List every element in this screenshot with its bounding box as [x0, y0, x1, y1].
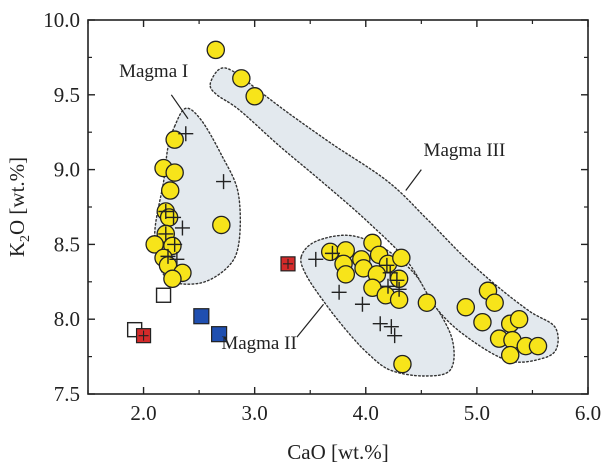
- circle-point: [473, 312, 492, 332]
- axis-ticks: 2.0 3.0 4.0 5.0 6.0 7.5 8.0 8.5 9.0 9.5 10.0: [43, 8, 601, 425]
- circle-point: [145, 235, 164, 254]
- circle-point: [456, 297, 476, 317]
- label-magma-i: Magma I: [119, 61, 188, 82]
- plus-point: [383, 319, 399, 335]
- y-axis-title: K2O [wt.%]: [5, 157, 33, 257]
- y-tick-label: 9.5: [54, 83, 80, 107]
- plus-point: [382, 265, 398, 281]
- plus-point: [158, 203, 174, 219]
- circle-point: [528, 336, 548, 356]
- plus-point: [379, 257, 395, 273]
- blue-square-point: [211, 326, 228, 343]
- plus-point: [372, 316, 388, 332]
- y-tick-label: 8.0: [54, 307, 80, 331]
- x-tick-label: 5.0: [464, 401, 490, 425]
- pointer-magma-iii: [405, 169, 422, 191]
- pointer-magma-i: [170, 94, 189, 120]
- circle-point: [206, 40, 226, 60]
- y-tick-label: 9.0: [54, 158, 80, 182]
- x-axis-title: CaO [wt.%]: [287, 440, 388, 464]
- circle-point: [165, 130, 184, 149]
- y-tick-label: 7.5: [54, 382, 80, 406]
- plus-point: [169, 251, 185, 267]
- label-magma-iii: Magma III: [424, 140, 506, 161]
- plus-point: [160, 248, 176, 264]
- plus-point: [167, 236, 183, 252]
- plus-point: [158, 226, 174, 242]
- circle-point: [393, 354, 412, 374]
- circle-point: [417, 293, 437, 312]
- plus-point: [174, 220, 190, 236]
- red-square-cross: [283, 258, 293, 269]
- plus-point: [389, 272, 405, 288]
- plus-point: [308, 251, 324, 267]
- plus-point: [331, 284, 347, 300]
- x-tick-label: 4.0: [353, 401, 379, 425]
- y-axis-title-rest: O [wt.%]: [5, 157, 29, 235]
- plus-point: [380, 278, 396, 294]
- plus-point: [387, 328, 403, 344]
- label-magma-ii: Magma II: [221, 333, 296, 354]
- circle-point: [165, 163, 184, 182]
- circle-point: [500, 345, 520, 365]
- plus-point: [166, 209, 182, 225]
- plus-point: [178, 126, 194, 142]
- circle-point: [245, 87, 264, 106]
- plus-point: [324, 245, 340, 261]
- plus-point: [216, 174, 232, 190]
- y-tick-label: 8.5: [54, 232, 80, 256]
- circle-point: [160, 181, 180, 200]
- circle-point: [320, 242, 340, 262]
- x-tick-label: 2.0: [130, 401, 156, 425]
- y-axis-title-main: K: [5, 242, 29, 257]
- pointer-magma-ii: [296, 303, 325, 338]
- x-tick-label: 3.0: [242, 401, 268, 425]
- circle-point: [509, 309, 529, 329]
- annotation-labels: Magma I Magma III Magma II: [119, 61, 505, 354]
- circle-point: [485, 293, 504, 312]
- plus-point: [354, 296, 370, 312]
- open-square-point: [155, 287, 172, 303]
- annotation-pointers: [170, 94, 422, 338]
- y-axis-title-subscript: 2: [18, 235, 33, 242]
- y-tick-label: 10.0: [43, 8, 80, 32]
- x-tick-label: 6.0: [575, 401, 601, 425]
- red-square-cross: [138, 330, 149, 341]
- plus-point: [391, 281, 407, 297]
- circle-point: [392, 248, 411, 268]
- circle-point: [232, 69, 251, 88]
- circle-point: [212, 215, 231, 235]
- blue-square-point: [193, 308, 210, 325]
- circle-point: [336, 265, 356, 284]
- circle-point: [163, 269, 182, 289]
- field-magma-iii: [209, 67, 559, 363]
- data-points: [126, 40, 548, 374]
